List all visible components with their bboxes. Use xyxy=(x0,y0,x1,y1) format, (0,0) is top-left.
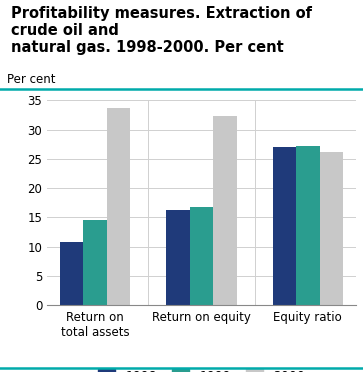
Bar xyxy=(319,152,343,305)
Bar xyxy=(273,147,296,305)
Text: Per cent: Per cent xyxy=(7,73,56,86)
Bar xyxy=(213,116,237,305)
Bar xyxy=(83,220,107,305)
Bar xyxy=(166,210,190,305)
Text: Profitability measures. Extraction of crude oil and
natural gas. 1998-2000. Per : Profitability measures. Extraction of cr… xyxy=(11,6,312,55)
Bar xyxy=(107,108,130,305)
Legend: 1998, 1999, 2000: 1998, 1999, 2000 xyxy=(98,369,305,372)
Bar xyxy=(60,243,83,305)
Bar xyxy=(296,146,319,305)
Bar xyxy=(190,208,213,305)
